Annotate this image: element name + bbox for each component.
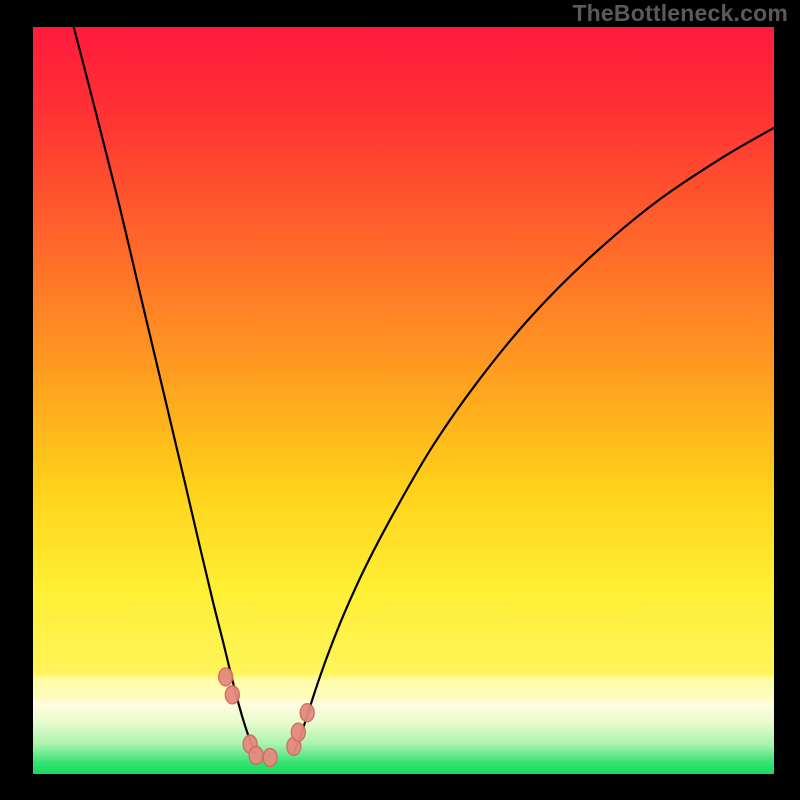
marker-point (225, 686, 239, 704)
plot-background (33, 27, 774, 774)
marker-point (291, 723, 305, 741)
chart-root: TheBottleneck.com (0, 0, 800, 800)
marker-point (300, 704, 314, 722)
chart-svg (0, 0, 800, 800)
marker-point (219, 668, 233, 686)
marker-point (263, 749, 277, 767)
marker-point (249, 746, 263, 764)
